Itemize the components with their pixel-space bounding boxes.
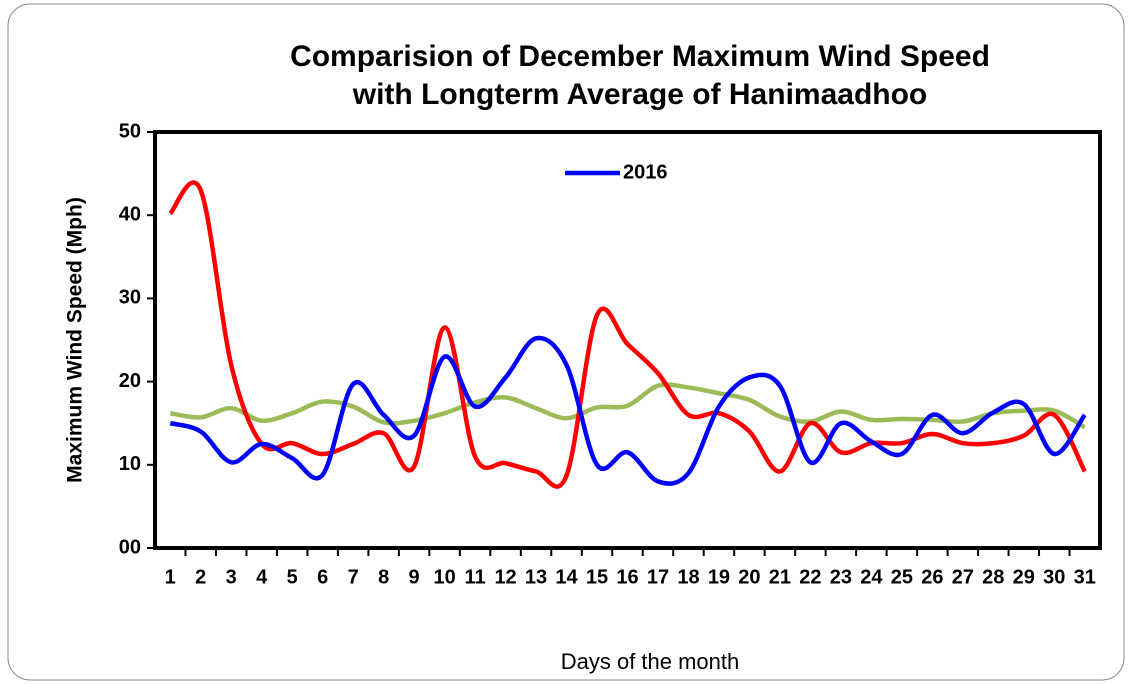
x-tick-label: 3 [226, 566, 237, 588]
y-axis-label: Maximum Wind Speed (Mph) [64, 197, 87, 483]
x-tick-label: 24 [860, 566, 883, 588]
x-axis-label: Days of the month [561, 649, 740, 674]
x-tick-label: 11 [465, 566, 486, 588]
x-tick-label: 14 [555, 566, 578, 588]
x-tick-label: 25 [891, 566, 913, 588]
series-line [168, 180, 1087, 489]
x-tick-label: 2 [195, 566, 206, 588]
legend-label: 2016 [623, 161, 668, 183]
y-tick-label: 50 [119, 120, 141, 142]
x-tick-label: 30 [1043, 566, 1065, 588]
y-tick-label: 40 [119, 203, 141, 225]
frame [7, 3, 1125, 681]
x-tick-label: 12 [494, 566, 516, 588]
x-tick-label: 23 [830, 566, 852, 588]
x-tick-label: 5 [287, 566, 298, 588]
chart-title: Comparision of December Maximum Wind Spe… [290, 40, 990, 73]
x-tick-label: 19 [708, 566, 730, 588]
x-tick-label: 29 [1013, 566, 1035, 588]
x-tick-label: 28 [982, 566, 1004, 588]
series-line [169, 382, 1086, 430]
x-tick-label: 16 [616, 566, 638, 588]
y-tick-label: 30 [119, 287, 141, 309]
x-tick-label: 9 [409, 566, 420, 588]
y-tick-label: 00 [119, 536, 141, 558]
x-tick-label: 4 [256, 566, 268, 588]
x-tick-label: 15 [586, 566, 608, 588]
series-line [169, 335, 1087, 486]
x-tick-label: 22 [799, 566, 821, 588]
y-tick-label: 10 [119, 453, 141, 475]
x-tick-label: 18 [677, 566, 699, 588]
x-tick-label: 13 [525, 566, 547, 588]
plot-frame [153, 130, 1102, 550]
x-tick-label: 8 [378, 566, 389, 588]
x-tick-label: 7 [348, 566, 359, 588]
x-tick-label: 27 [952, 566, 974, 588]
x-tick-label: 26 [921, 566, 943, 588]
x-tick-label: 31 [1074, 566, 1096, 588]
x-tick-label: 20 [738, 566, 760, 588]
chart-title: with Longterm Average of Hanimaadhoo [352, 78, 928, 111]
x-tick-label: 21 [769, 566, 791, 588]
y-tick-label: 20 [119, 370, 141, 392]
x-tick-label: 6 [317, 566, 328, 588]
x-tick-label: 17 [647, 566, 669, 588]
x-tick-label: 1 [165, 566, 176, 588]
x-tick-label: 10 [433, 566, 455, 588]
